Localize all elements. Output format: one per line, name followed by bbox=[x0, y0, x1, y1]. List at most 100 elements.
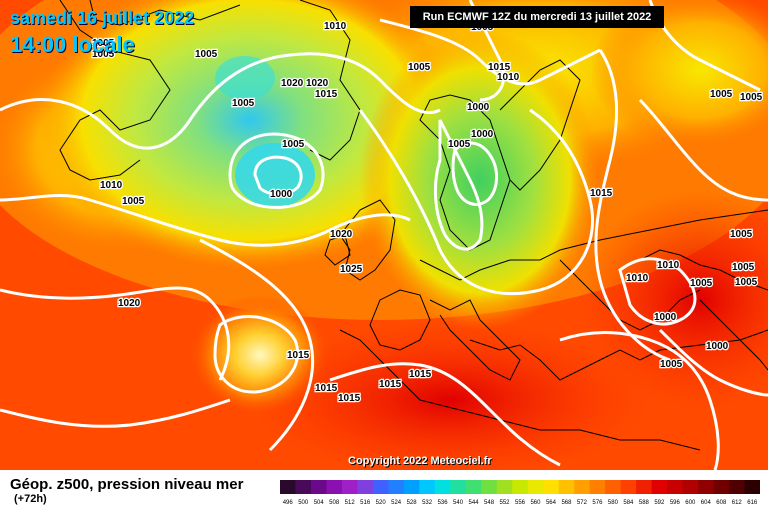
legend-swatch bbox=[667, 480, 684, 494]
isobar-label: 1020 bbox=[330, 229, 353, 240]
isobar-label: 1010 bbox=[100, 180, 123, 191]
field-green-iceland bbox=[40, 0, 460, 270]
isobar-label: 1015 bbox=[590, 188, 613, 199]
legend-swatch bbox=[357, 480, 374, 494]
isobar-label: 1015 bbox=[315, 383, 338, 394]
legend-tick-label: 568 bbox=[561, 500, 572, 506]
legend-tick-label: 560 bbox=[530, 500, 541, 506]
legend-swatch bbox=[682, 480, 699, 494]
legend-tick-label: 504 bbox=[314, 500, 325, 506]
isobars bbox=[0, 0, 768, 470]
isobar-label: 1005 bbox=[92, 49, 115, 60]
legend-tick-label: 552 bbox=[500, 500, 511, 506]
legend-tick-label: 496 bbox=[283, 500, 294, 506]
isobar-label: 1020 bbox=[118, 298, 141, 309]
color-legend: 496 500 504 508 512 516 520 524 528 532 536 540 544 5… bbox=[280, 480, 760, 506]
isobar-label: 1005 bbox=[730, 229, 753, 240]
legend-tick-label: 596 bbox=[670, 500, 681, 506]
legend-swatch bbox=[465, 480, 482, 494]
isobar-labels: 1005 1005 1020 1020 1015 1005 1010 1005 … bbox=[91, 20, 764, 406]
isobar-label: 1000 bbox=[706, 341, 729, 352]
legend-tick-label: 524 bbox=[391, 500, 402, 506]
isobar-label: 1015 bbox=[379, 379, 402, 390]
legend-tick-label: 616 bbox=[747, 500, 758, 506]
isobar-label: 1015 bbox=[315, 89, 338, 100]
isobar-label: 1000 bbox=[654, 312, 677, 323]
isobar-label: 1005 bbox=[195, 49, 218, 60]
legend-swatch bbox=[543, 480, 560, 494]
legend-tick-label: 528 bbox=[407, 500, 418, 506]
isobar-label: 1000 bbox=[467, 102, 490, 113]
isobar-label: 1005 bbox=[660, 359, 683, 370]
field-green-scandinavia bbox=[360, 30, 600, 330]
isobar-label: 1015 bbox=[287, 350, 310, 361]
legend-swatch bbox=[620, 480, 637, 494]
legend-tick-label: 540 bbox=[453, 500, 464, 506]
legend-swatch bbox=[280, 480, 296, 494]
legend-tick-label: 520 bbox=[376, 500, 387, 506]
isobar-label: 1025 bbox=[340, 264, 363, 275]
legend-swatch bbox=[434, 480, 451, 494]
copyright: Copyright 2022 Meteociel.fr bbox=[348, 455, 492, 467]
legend-swatch bbox=[651, 480, 668, 494]
legend-tick-label: 512 bbox=[345, 500, 356, 506]
legend-tick-label: 564 bbox=[546, 500, 557, 506]
isobar-label: 1010 bbox=[626, 273, 649, 284]
field-red-east bbox=[580, 190, 768, 410]
legend-swatch bbox=[481, 480, 498, 494]
isobar-label: 1005 bbox=[690, 278, 713, 289]
legend-swatch bbox=[605, 480, 622, 494]
legend-tick-label: 588 bbox=[639, 500, 650, 506]
field-yellow-ne bbox=[590, 0, 768, 150]
isobar-label: 1005 bbox=[408, 62, 431, 73]
isobar-label: 1005 bbox=[92, 38, 115, 49]
legend-tick-label: 532 bbox=[422, 500, 433, 506]
legend-tick-label: 544 bbox=[469, 500, 480, 506]
isobar-label: 1005 bbox=[735, 277, 758, 288]
field-cyan-low2 bbox=[215, 56, 275, 100]
isobar-label: 1005 bbox=[122, 196, 145, 207]
legend-tick-label: 508 bbox=[329, 500, 340, 506]
legend-swatch bbox=[636, 480, 653, 494]
legend-swatch bbox=[729, 480, 746, 494]
isobar-label: 1010 bbox=[497, 72, 520, 83]
legend-swatch bbox=[372, 480, 389, 494]
legend-tick-label: 572 bbox=[577, 500, 588, 506]
legend-tick-label: 584 bbox=[623, 500, 634, 506]
legend-tick-label: 592 bbox=[654, 500, 665, 506]
legend-tick-label: 612 bbox=[732, 500, 743, 506]
isobar-label: 1020 bbox=[281, 78, 304, 89]
legend-swatch bbox=[450, 480, 467, 494]
legend-swatch bbox=[419, 480, 436, 494]
footer-lead: (+72h) bbox=[14, 493, 47, 505]
field-red-med bbox=[250, 320, 650, 470]
legend-swatch bbox=[326, 480, 343, 494]
isobar-label: 1015 bbox=[488, 62, 511, 73]
legend-swatch bbox=[744, 480, 760, 494]
isobar-label: 1005 bbox=[232, 98, 255, 109]
legend-swatch bbox=[496, 480, 513, 494]
legend-swatch bbox=[698, 480, 715, 494]
isobar-label: 1000 bbox=[270, 189, 293, 200]
isobar-label: 1010 bbox=[324, 21, 347, 32]
legend-tick-label: 576 bbox=[592, 500, 603, 506]
map-time: 14:00 locale bbox=[10, 32, 135, 57]
legend-swatch bbox=[589, 480, 606, 494]
legend-swatch bbox=[403, 480, 420, 494]
weather-map: 1005 1005 1020 1020 1015 1005 1010 1005 … bbox=[0, 0, 768, 470]
legend-swatch bbox=[512, 480, 529, 494]
isobar-label: 1005 bbox=[732, 262, 755, 273]
isobar-label: 1005 bbox=[448, 139, 471, 150]
legend-swatch bbox=[527, 480, 544, 494]
legend-tick-label: 516 bbox=[360, 500, 371, 506]
legend-tick-label: 604 bbox=[701, 500, 712, 506]
isobar-label: 1020 bbox=[306, 78, 329, 89]
legend-swatch bbox=[574, 480, 591, 494]
legend-swatch bbox=[341, 480, 358, 494]
coastlines bbox=[59, 0, 768, 451]
isobar-label: 1000 bbox=[471, 129, 494, 140]
legend-tick-label: 500 bbox=[298, 500, 309, 506]
legend-swatch bbox=[388, 480, 405, 494]
isobar-label: 1005 bbox=[710, 89, 733, 100]
